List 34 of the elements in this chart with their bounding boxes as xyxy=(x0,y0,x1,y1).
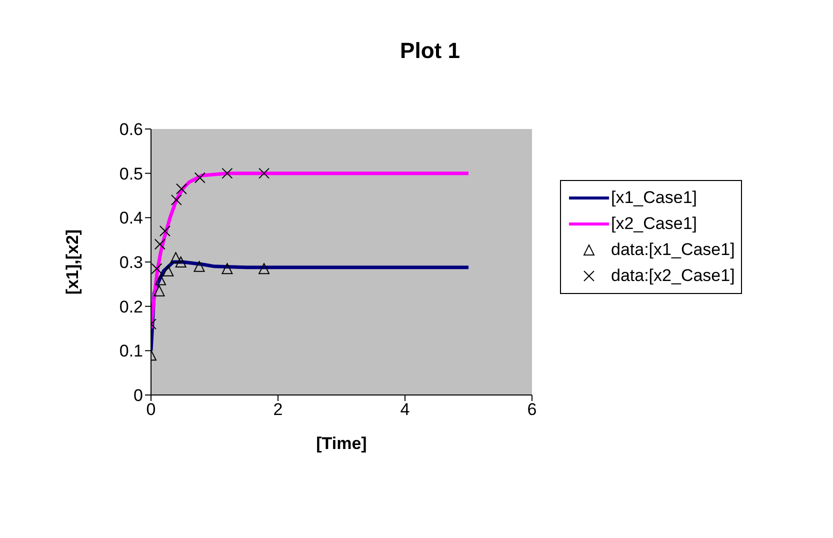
legend-label: [x1_Case1] xyxy=(611,188,697,208)
y-tick-label: 0.6 xyxy=(119,120,143,140)
point xyxy=(258,263,270,274)
point xyxy=(170,252,182,264)
legend-label: data:[x2_Case1] xyxy=(611,266,735,286)
y-tick-label: 0.3 xyxy=(119,253,143,272)
point xyxy=(154,285,165,296)
point xyxy=(176,183,187,194)
point xyxy=(154,238,166,250)
x-tick-label: 6 xyxy=(527,400,537,420)
y-axis-title: [x1],[x2] xyxy=(63,229,82,295)
y-tick-label: 0.1 xyxy=(119,342,143,361)
y-tick-label: 0.5 xyxy=(119,164,143,184)
chart-title: Plot 1 xyxy=(399,38,461,64)
x-tick-label: 4 xyxy=(400,400,410,420)
legend-label: data:[x1_Case1] xyxy=(611,240,735,260)
y-tick-label: 0.2 xyxy=(119,297,143,316)
point xyxy=(222,168,233,179)
y-tick-label: 0 xyxy=(134,386,143,406)
x-tick-label: 0 xyxy=(146,400,156,420)
y-tick-label: 0.4 xyxy=(119,208,143,228)
point xyxy=(175,256,186,268)
point xyxy=(162,265,174,276)
point xyxy=(258,168,270,179)
point xyxy=(159,225,170,236)
x-axis-title: [Time] xyxy=(316,434,367,453)
point xyxy=(194,172,206,184)
legend-label: [x2_Case1] xyxy=(611,214,697,234)
point xyxy=(222,263,233,274)
point xyxy=(170,194,182,206)
x-tick-label: 2 xyxy=(273,400,283,420)
point xyxy=(194,260,205,272)
line-series xyxy=(151,172,470,330)
point xyxy=(155,274,166,286)
